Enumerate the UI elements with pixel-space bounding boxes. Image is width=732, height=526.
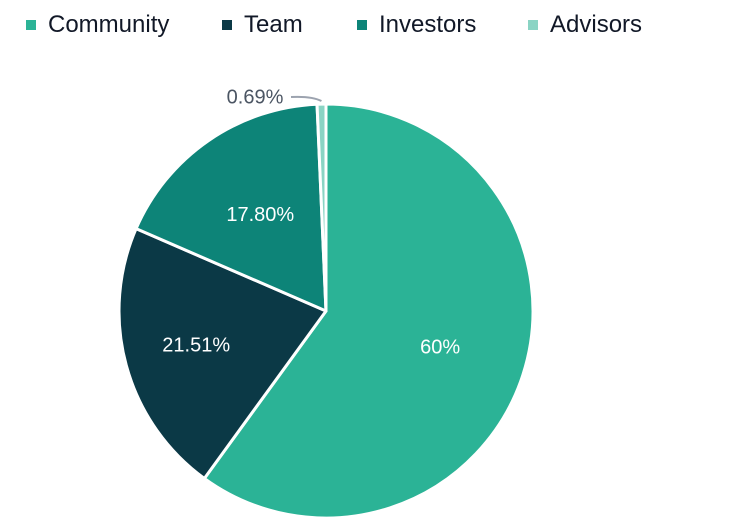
legend-item-investors: Investors bbox=[357, 10, 476, 40]
pie-slice-investors bbox=[134, 102, 328, 313]
legend-swatch-investors bbox=[357, 20, 367, 30]
pie-data-label-community: 60% bbox=[420, 336, 460, 358]
legend-label-team: Team bbox=[244, 11, 303, 38]
legend-swatch-advisors bbox=[528, 20, 538, 30]
legend-item-advisors: Advisors bbox=[528, 10, 642, 40]
pie-slice-team bbox=[117, 227, 328, 480]
legend-swatch-team bbox=[222, 20, 232, 30]
pie-label-leader-advisors bbox=[290, 95, 322, 102]
legend-label-community: Community bbox=[48, 11, 170, 38]
pie-data-label-team: 21.51% bbox=[162, 335, 230, 357]
legend-label-investors: Investors bbox=[379, 11, 477, 38]
pie-slice-advisors bbox=[315, 102, 328, 313]
legend-item-team: Team bbox=[222, 10, 303, 40]
legend-label-advisors: Advisors bbox=[550, 11, 643, 38]
chart-legend: Community Team Investors Advisors bbox=[0, 0, 732, 50]
pie-data-label-investors: 17.80% bbox=[226, 204, 294, 226]
pie-data-label-advisors: 0.69% bbox=[227, 86, 284, 108]
pie-slice-community bbox=[202, 102, 535, 520]
legend-swatch-community bbox=[26, 20, 36, 30]
legend-item-community: Community bbox=[26, 10, 169, 40]
